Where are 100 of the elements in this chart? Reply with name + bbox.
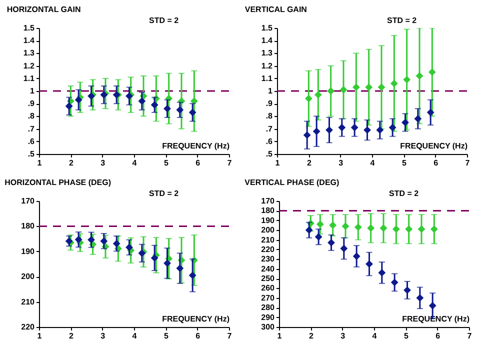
point — [340, 244, 348, 252]
chart-title: VERTICAL PHASE (DEG) — [244, 178, 340, 187]
x-tick-label: 3 — [340, 332, 346, 340]
y-tick-label: .9 — [28, 99, 36, 108]
y-tick-label: 200 — [21, 272, 36, 282]
text: STD = 2 — [149, 16, 180, 25]
x-tick-label: 5 — [164, 332, 169, 340]
y-tick-label: .6 — [28, 136, 36, 146]
x-axis-title: FREQUENCY (Hz) — [162, 314, 230, 324]
y-tick-label: 1.5 — [23, 24, 36, 32]
y-tick-label: .8 — [266, 112, 274, 121]
x-tick-label: 6 — [196, 158, 201, 168]
y-tick-label: 1.4 — [261, 36, 274, 46]
point — [376, 126, 384, 134]
point — [176, 106, 184, 114]
point — [403, 76, 411, 84]
point — [388, 124, 396, 132]
y-tick-label: .8 — [28, 112, 36, 121]
y-tick-label: 1 — [268, 86, 274, 96]
y-tick-label: 230 — [261, 254, 276, 264]
point — [430, 225, 438, 233]
chart-title: VERTICAL GAIN — [244, 5, 308, 14]
point — [126, 244, 133, 252]
point — [414, 115, 422, 122]
point — [316, 220, 324, 228]
y-tick-label: 210 — [261, 235, 276, 244]
y-tick-label: 270 — [261, 293, 276, 302]
x-tick-label: 2 — [306, 158, 312, 168]
point — [188, 272, 196, 280]
point — [338, 124, 346, 132]
text: STD = 2 — [149, 189, 180, 198]
point — [416, 294, 424, 302]
point — [312, 128, 320, 136]
point — [428, 302, 436, 310]
y-tick-label: 1.1 — [23, 74, 36, 83]
y-tick-label: 200 — [261, 226, 276, 235]
x-axis-title: FREQUENCY (Hz) — [402, 314, 470, 324]
x-tick-label: 5 — [164, 158, 169, 168]
point — [426, 108, 434, 116]
y-tick-label: 1.2 — [261, 61, 274, 70]
chart-title: HORIZONTAL PHASE (DEG) — [4, 178, 112, 187]
point — [88, 236, 95, 244]
y-tick-label: 240 — [261, 264, 276, 274]
y-tick-label: .9 — [266, 99, 274, 108]
point — [404, 286, 411, 294]
point — [329, 222, 337, 229]
point — [416, 72, 424, 80]
x-tick-label: 5 — [402, 158, 407, 168]
x-tick-label: 3 — [100, 332, 106, 340]
y-tick-label: 290 — [261, 312, 276, 322]
y-tick-label: 260 — [261, 284, 276, 293]
text: STD = 2 — [389, 189, 420, 198]
point — [428, 68, 436, 76]
x-tick-label: 6 — [434, 158, 439, 168]
point — [303, 131, 311, 139]
point — [378, 269, 386, 276]
x-tick-label: 4 — [132, 158, 138, 168]
point — [380, 224, 388, 232]
y-tick-label: 170 — [261, 196, 276, 206]
y-tick-label: 300 — [261, 322, 276, 332]
x-tick-label: 1 — [37, 158, 42, 168]
point — [100, 237, 108, 245]
y-tick-label: 180 — [21, 222, 36, 231]
y-tick-label: 190 — [21, 246, 36, 256]
y-tick-label: 280 — [261, 303, 276, 312]
x-tick-label: 3 — [338, 158, 344, 168]
x-tick-label: 1 — [37, 332, 42, 340]
y-tick-label: 1.2 — [23, 61, 36, 70]
y-tick-label: .5 — [266, 150, 274, 158]
x-axis-title: FREQUENCY (Hz) — [400, 142, 468, 150]
point — [390, 80, 398, 88]
y-tick-label: .5 — [28, 150, 36, 158]
x-tick-label: 3 — [100, 158, 106, 168]
point — [74, 236, 82, 244]
x-tick-label: 7 — [227, 332, 232, 340]
point — [314, 233, 322, 241]
point — [112, 240, 120, 248]
y-tick-label: 180 — [261, 206, 276, 216]
point — [164, 260, 171, 267]
y-tick-label: 1.3 — [261, 48, 274, 58]
x-tick-label: 2 — [308, 332, 314, 340]
x-tick-label: 6 — [196, 332, 201, 340]
point — [65, 102, 73, 110]
point — [352, 252, 360, 260]
y-tick-label: 220 — [21, 322, 36, 332]
point — [304, 94, 312, 102]
point — [150, 254, 158, 262]
point — [350, 124, 358, 132]
point — [314, 91, 322, 98]
x-tick-label: 4 — [372, 332, 378, 340]
point — [392, 225, 400, 233]
y-tick-label: 190 — [261, 216, 276, 225]
point — [138, 97, 146, 105]
point — [367, 224, 375, 232]
x-axis-title: FREQUENCY (Hz) — [162, 142, 230, 150]
point — [365, 84, 373, 91]
y-tick-label: 250 — [261, 274, 276, 284]
y-tick-label: 1.4 — [23, 36, 36, 46]
y-tick-label: .6 — [266, 136, 274, 146]
point — [74, 96, 82, 104]
